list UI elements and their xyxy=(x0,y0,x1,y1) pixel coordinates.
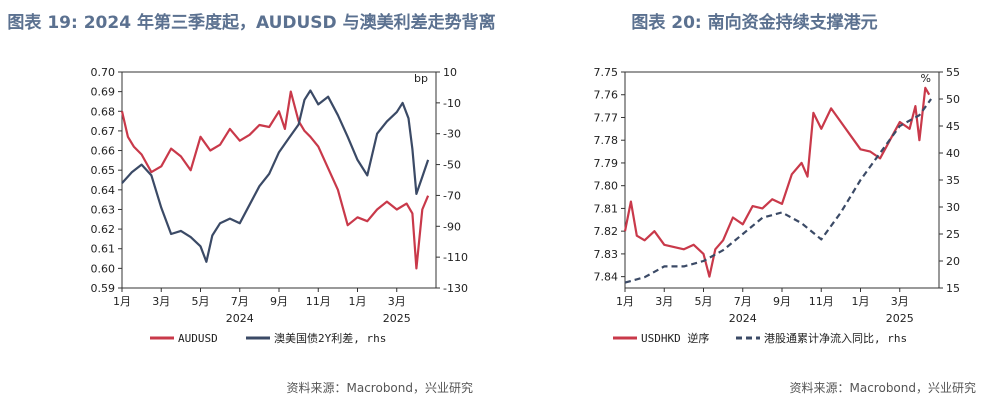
year-label: 2025 xyxy=(383,312,411,325)
x-tick-label: 1月 xyxy=(852,295,870,308)
x-tick-label: 1月 xyxy=(616,295,634,308)
series-line-0 xyxy=(120,90,430,270)
year-label: 2024 xyxy=(729,312,757,325)
left-tick-label: 0.60 xyxy=(91,262,116,275)
left-tick-label: 7.75 xyxy=(594,66,619,79)
legend-label-0: AUDUSD xyxy=(178,332,218,345)
left-tick-label: 7.84 xyxy=(594,271,619,284)
x-tick-label: 9月 xyxy=(773,295,791,308)
series-line-1 xyxy=(624,98,932,284)
plot-frame xyxy=(624,71,940,289)
legend-label-0: USDHKD 逆序 xyxy=(641,331,709,345)
left-tick-label: 0.66 xyxy=(91,145,116,158)
left-tick-label: 7.78 xyxy=(594,134,619,147)
x-tick-label: 5月 xyxy=(695,295,713,308)
left-tick-label: 7.76 xyxy=(594,89,619,102)
left-tick-label: 7.82 xyxy=(594,225,619,238)
right-tick-label: -30 xyxy=(443,128,461,141)
x-tick-label: 7月 xyxy=(231,295,249,308)
right-tick-label: -70 xyxy=(443,189,461,202)
right-tick-label: 55 xyxy=(946,66,960,79)
x-tick-label: 3月 xyxy=(388,295,406,308)
right-tick-label: 45 xyxy=(946,120,960,133)
panel-usdhkd: 图表 20: 南向资金持续支撑港元 7.75 7.76 7.77 7.78 7.79 7.… xyxy=(503,0,1006,404)
right-axis-unit: bp xyxy=(414,72,428,85)
right-tick-label: 20 xyxy=(946,255,960,268)
right-tick-label: -10 xyxy=(443,97,461,110)
right-axis-unit: % xyxy=(921,72,931,85)
legend-label-1: 港股通累计净流入同比, rhs xyxy=(764,331,907,345)
chart-title: 图表 19: 2024 年第三季度起，AUDUSD 与澳美利差走势背离 xyxy=(7,13,496,33)
x-tick-label: 3月 xyxy=(891,295,909,308)
left-tick-label: 0.68 xyxy=(91,105,116,118)
x-tick-label: 5月 xyxy=(192,295,210,308)
left-tick-label: 7.81 xyxy=(594,202,619,215)
right-tick-label: 30 xyxy=(946,201,960,214)
right-tick-label: 10 xyxy=(443,66,457,79)
x-tick-label: 3月 xyxy=(152,295,170,308)
chart-audusd: 0.59 0.60 0.61 0.62 0.63 0.64 0.65 0.66 0.67 0.68… xyxy=(91,66,468,345)
year-label: 2025 xyxy=(886,312,914,325)
right-tick-label: -110 xyxy=(443,251,468,264)
left-tick-label: 7.77 xyxy=(594,111,619,124)
right-tick-label: 35 xyxy=(946,174,960,187)
legend-label-1: 澳美国债2Y利差, rhs xyxy=(274,331,386,345)
right-tick-label: 25 xyxy=(946,228,960,241)
left-tick-label: 0.67 xyxy=(91,125,116,138)
right-tick-label: 50 xyxy=(946,93,960,106)
right-tick-label: -90 xyxy=(443,220,461,233)
panel-audusd: 图表 19: 2024 年第三季度起，AUDUSD 与澳美利差走势背离 0.59… xyxy=(7,13,496,395)
x-tick-label: 9月 xyxy=(270,295,288,308)
series-line-0 xyxy=(623,86,931,278)
x-tick-label: 3月 xyxy=(655,295,673,308)
right-tick-label: -130 xyxy=(443,282,468,295)
x-tick-label: 7月 xyxy=(734,295,752,308)
year-label: 2024 xyxy=(226,312,254,325)
x-tick-label: 1月 xyxy=(113,295,131,308)
source-note: 资料来源：Macrobond，兴业研究 xyxy=(789,381,977,395)
left-tick-label: 0.64 xyxy=(91,184,116,197)
left-tick-label: 0.59 xyxy=(91,282,116,295)
x-tick-label: 1月 xyxy=(349,295,367,308)
left-tick-label: 0.65 xyxy=(91,164,116,177)
x-tick-label: 11月 xyxy=(306,295,331,308)
x-tick-label: 11月 xyxy=(809,295,834,308)
left-tick-label: 7.79 xyxy=(594,157,619,170)
left-tick-label: 0.70 xyxy=(91,66,116,79)
left-tick-label: 7.83 xyxy=(594,248,619,261)
source-note: 资料来源：Macrobond，兴业研究 xyxy=(286,381,474,395)
chart-title: 图表 20: 南向资金持续支撑港元 xyxy=(631,13,878,33)
series-line-1 xyxy=(121,89,430,263)
left-tick-label: 0.61 xyxy=(91,243,116,256)
left-tick-label: 0.69 xyxy=(91,86,116,99)
plot-frame xyxy=(121,71,437,289)
left-tick-label: 7.80 xyxy=(594,180,619,193)
chart-usdhkd: 7.75 7.76 7.77 7.78 7.79 7.80 7.81 7.82 7.83 7.84… xyxy=(594,66,961,345)
right-tick-label: -50 xyxy=(443,159,461,172)
left-tick-label: 0.62 xyxy=(91,223,116,236)
left-tick-label: 0.63 xyxy=(91,203,116,216)
right-tick-label: 15 xyxy=(946,282,960,295)
right-tick-label: 40 xyxy=(946,147,960,160)
